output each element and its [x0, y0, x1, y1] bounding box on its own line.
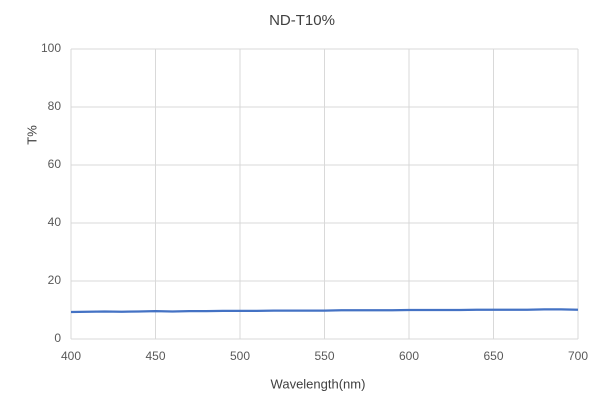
y-axis-title: T% — [24, 125, 39, 145]
x-tick-label: 550 — [314, 349, 334, 363]
y-tick-label: 100 — [41, 41, 61, 55]
x-tick-label: 400 — [61, 349, 81, 363]
x-tick-label: 500 — [230, 349, 250, 363]
y-tick-label: 20 — [48, 273, 62, 287]
x-tick-label: 700 — [568, 349, 588, 363]
x-tick-label: 650 — [483, 349, 503, 363]
x-tick-label: 600 — [399, 349, 419, 363]
chart-title: ND-T10% — [269, 12, 335, 29]
y-tick-label: 60 — [48, 157, 62, 171]
x-tick-label: 450 — [145, 349, 165, 363]
y-tick-label: 40 — [48, 215, 62, 229]
data-line — [70, 308, 579, 314]
x-axis-title: Wavelength(nm) — [271, 376, 366, 391]
y-tick-label: 0 — [54, 331, 61, 345]
y-tick-label: 80 — [48, 99, 62, 113]
